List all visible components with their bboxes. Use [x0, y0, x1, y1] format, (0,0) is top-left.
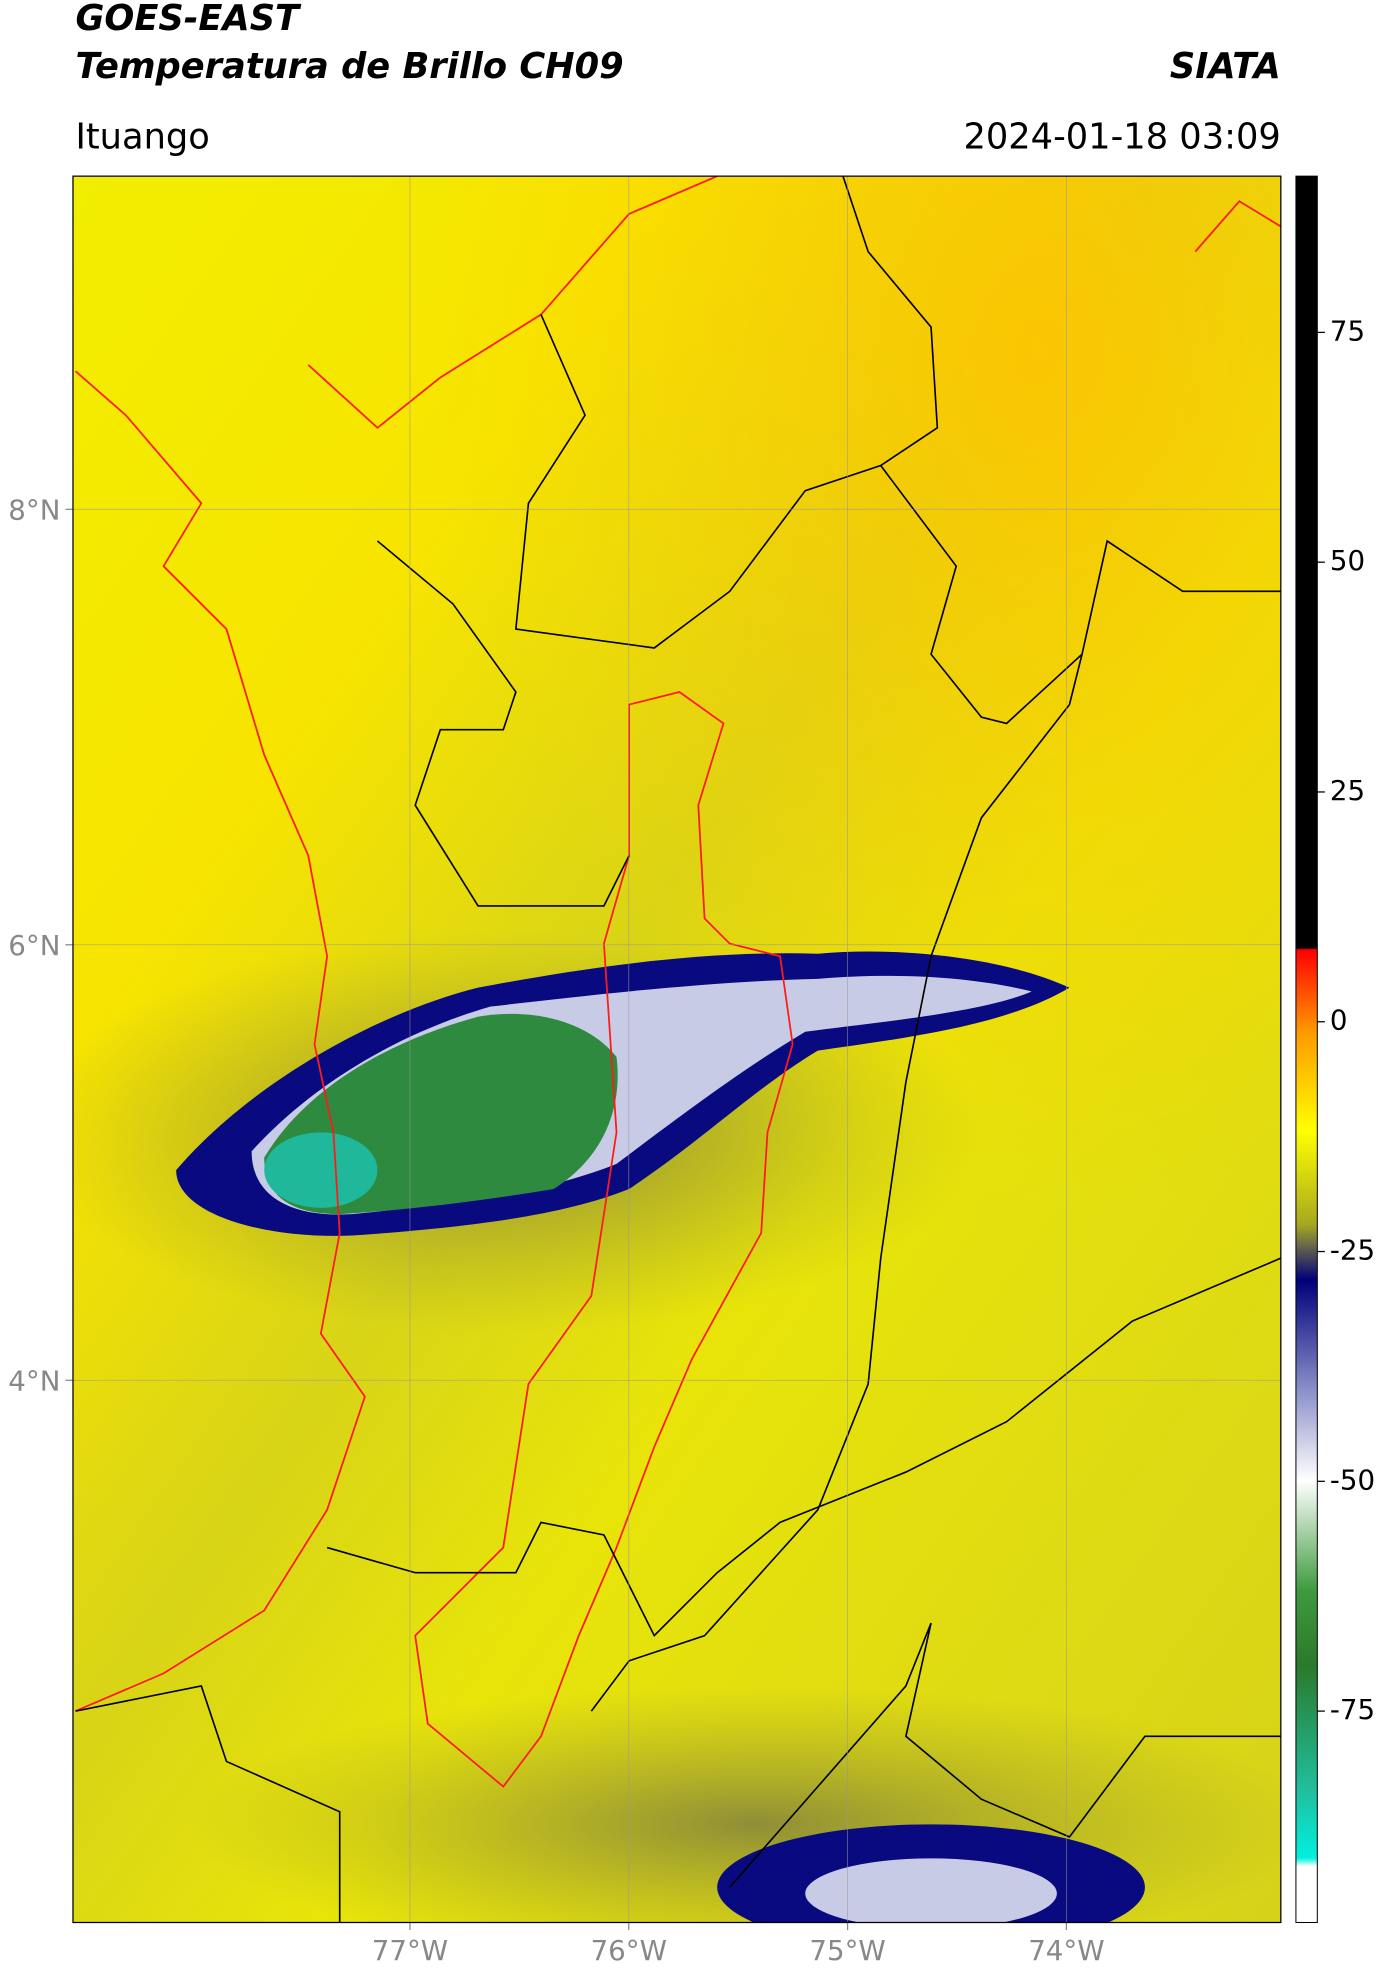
- x-tick-label: 77°W: [372, 1934, 448, 1967]
- datetime: 2024-01-18 03:09: [963, 116, 1280, 157]
- colorbar-tick-label: 25: [1330, 774, 1365, 807]
- colorbar-tick-label: 0: [1330, 1004, 1348, 1037]
- subtitle: Temperatura de Brillo CH09: [75, 46, 623, 87]
- map-image: [72, 176, 1281, 1923]
- colorbar-tick-label: 50: [1330, 544, 1365, 577]
- boundary: [376, 540, 630, 907]
- pacific-coast: [74, 370, 366, 1712]
- boundary: [514, 176, 939, 649]
- colorbar-tick-label: 75: [1330, 314, 1365, 347]
- boundary: [75, 1685, 341, 1923]
- basin-outline: [414, 691, 794, 1788]
- x-tick-label: 75°W: [809, 1934, 885, 1967]
- colorbar-tick-label: -75: [1330, 1693, 1375, 1726]
- colorbar-tick-label: -25: [1330, 1234, 1375, 1267]
- coastline: [74, 176, 1281, 1788]
- organization: SIATA: [1170, 46, 1281, 87]
- cloud-cold: [805, 1858, 1057, 1923]
- y-tick-label: 8°N: [8, 493, 60, 526]
- boundaries: [75, 176, 1281, 1923]
- x-tick-label: 76°W: [591, 1934, 667, 1967]
- title: GOES-EAST: [75, 0, 302, 39]
- x-tick-label: 74°W: [1028, 1934, 1104, 1967]
- y-tick-label: 4°N: [8, 1364, 60, 1397]
- y-tick-label: 6°N: [8, 929, 60, 962]
- caribbean-coast: [307, 176, 718, 429]
- boundary: [326, 1257, 1281, 1638]
- cloud-core: [264, 1132, 378, 1208]
- colorbar: [1295, 175, 1318, 1923]
- boundary: [880, 465, 1281, 725]
- boundary: [590, 654, 1083, 1712]
- caribbean-coast: [1194, 200, 1281, 253]
- gridlines: [65, 176, 1281, 1931]
- colorbar-tick-label: -50: [1330, 1463, 1375, 1496]
- boundary: [729, 1622, 1281, 1888]
- location: Ituango: [75, 116, 209, 157]
- map-frame: [72, 175, 1282, 1924]
